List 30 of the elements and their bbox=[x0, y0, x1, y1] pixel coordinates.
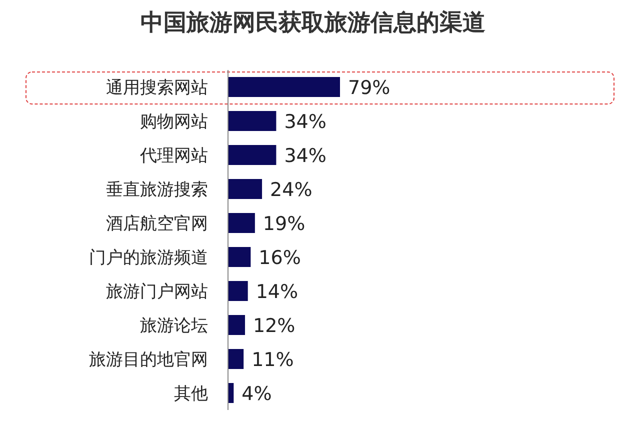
bar bbox=[228, 111, 276, 131]
data-label: 4% bbox=[242, 383, 272, 405]
bar bbox=[228, 247, 251, 267]
data-label: 24% bbox=[270, 179, 312, 201]
data-label: 11% bbox=[252, 349, 294, 371]
data-label: 79% bbox=[348, 77, 390, 99]
y-tick-label: 垂直旅游搜索 bbox=[106, 180, 208, 200]
y-tick-label: 其他 bbox=[174, 384, 208, 404]
bar bbox=[228, 315, 246, 335]
data-label: 34% bbox=[284, 145, 326, 167]
data-label: 16% bbox=[258, 247, 301, 269]
y-tick-label: 通用搜索网站 bbox=[106, 78, 208, 98]
data-label: 14% bbox=[256, 281, 298, 303]
data-label: 19% bbox=[262, 213, 306, 235]
y-tick-label: 门户的旅游频道 bbox=[89, 248, 208, 268]
y-tick-label: 购物网站 bbox=[140, 112, 208, 132]
chart-title: 中国旅游网民获取旅游信息的渠道 bbox=[140, 10, 486, 36]
bar bbox=[228, 145, 276, 165]
bar bbox=[228, 213, 255, 233]
y-tick-label: 旅游目的地官网 bbox=[89, 350, 208, 370]
bar bbox=[228, 281, 248, 301]
bar bbox=[228, 349, 244, 369]
bar bbox=[228, 179, 262, 199]
y-tick-label: 代理网站 bbox=[139, 146, 208, 166]
y-tick-label: 旅游门户网站 bbox=[106, 282, 208, 302]
y-tick-label: 旅游论坛 bbox=[140, 316, 208, 336]
y-tick-label: 酒店航空官网 bbox=[106, 214, 208, 234]
data-label: 12% bbox=[253, 315, 296, 337]
bar bbox=[228, 77, 340, 97]
data-label: 34% bbox=[284, 111, 326, 133]
